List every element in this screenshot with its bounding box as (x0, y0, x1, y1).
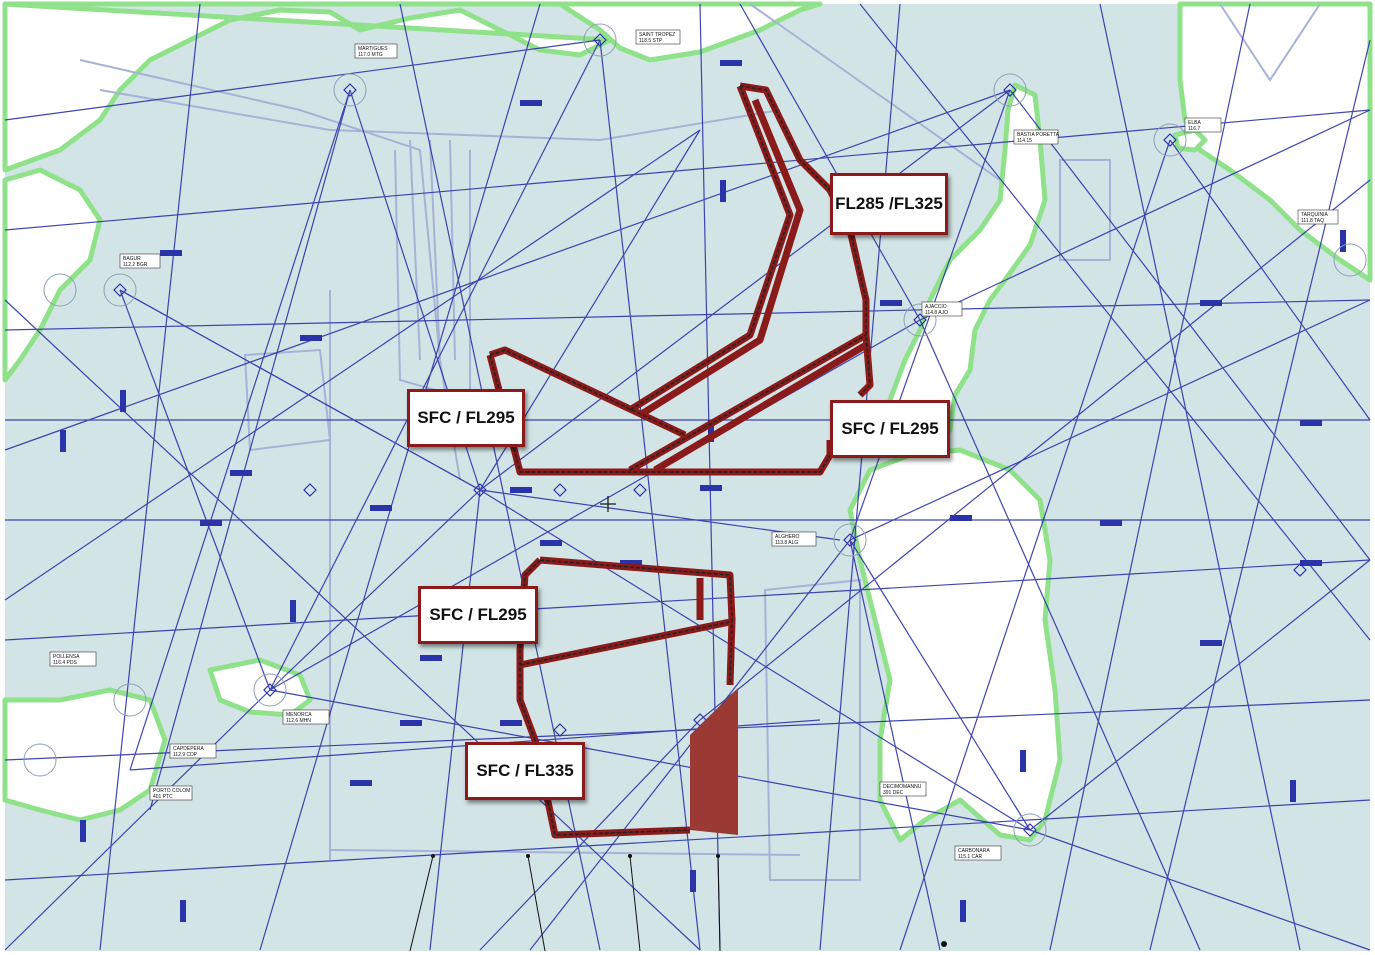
vor-alghero-icon (833, 523, 867, 557)
navaid-name: BAGUR (123, 256, 141, 262)
navaid-name: MARTIGUES (358, 46, 388, 52)
south-lines (409, 855, 721, 952)
vor-carbonara-icon (1013, 813, 1047, 847)
navaid-freq: 118.5 STP (639, 38, 663, 44)
land-sardinia (847, 447, 1063, 843)
vor-capdepera-icon (23, 743, 57, 777)
land-menorca (207, 657, 313, 718)
navaid-name: ELBA (1188, 120, 1201, 126)
navaid-freq: 116.4 PDS (53, 660, 77, 666)
navaid-name: PORTO COLOM (153, 788, 190, 794)
airway-route-labels (60, 60, 1346, 922)
navaid-name: MENORCA (286, 712, 312, 718)
vor-elba-icon (1153, 123, 1187, 157)
land-elba (1172, 127, 1208, 153)
navaid-freq: 117.0 MTG (358, 52, 383, 58)
navaid-freq: 401 PTC (153, 794, 173, 800)
zone-shaded-area (690, 688, 738, 835)
land-france-coast (2, 1, 823, 173)
navaid-freq: 112.6 MHN (286, 718, 311, 724)
navaid-freq: 113.8 ALG (775, 540, 798, 546)
navaid-name: DECIMOMANNU (883, 784, 922, 790)
navaid-name: POLLENSA (53, 654, 80, 660)
navaid-name: SAINT TROPEZ (639, 32, 675, 38)
zone-label-line: FL325 (893, 193, 943, 213)
vor-tarquinia-icon (1333, 243, 1367, 277)
zone-label-line: SFC / FL335 (476, 760, 574, 780)
vor-pollensa-icon (113, 683, 147, 717)
navaid-freq: 391 DEC (883, 790, 904, 796)
vor-menorca-icon (253, 673, 287, 707)
zone-label-line: SFC / FL295 (429, 604, 527, 624)
zone-label-sfc-fl295-west: SFC / FL295 (407, 389, 525, 447)
navaid-freq: 112.9 CDP (173, 752, 198, 758)
vor-bastia-icon (993, 73, 1027, 107)
land-masses (2, 1, 1373, 843)
navaid-freq: 116.7 (1188, 126, 1200, 132)
navaid-freq: 115.1 CAR (958, 854, 982, 860)
vor-stations (23, 23, 1367, 847)
navaid-name: TARQUINIA (1301, 212, 1329, 218)
zone-label-line: SFC / FL295 (417, 407, 515, 427)
navaid-name: AJACCIO (925, 304, 947, 310)
navaid-freq: 112.2 BGR (123, 262, 148, 268)
navaid-name: CARBONARA (958, 848, 990, 854)
zone-label-fl285-fl325: FL285 / FL325 (830, 173, 948, 235)
zone-label-sfc-fl335: SFC / FL335 (465, 742, 585, 800)
navaid-labels: MARTIGUES 117.0 MTG SAINT TROPEZ 118.5 S… (49, 29, 1339, 861)
vor-ajaccio-icon (903, 303, 937, 337)
vor-martigues-icon (333, 73, 367, 107)
zone-label-sfc-fl295-east: SFC / FL295 (830, 400, 950, 458)
zone-label-sfc-fl295-south: SFC / FL295 (418, 586, 538, 644)
navaid-freq: 114.15 (1017, 138, 1032, 144)
vor-bagur-icon (103, 273, 137, 307)
sea-area (5, 4, 1370, 951)
navaid-name: BASTIA PORETTA (1017, 132, 1060, 138)
vor-saint-tropez-icon (583, 23, 617, 57)
crosshair-cursor-icon (600, 496, 616, 512)
navaid-name: ALGHERO (775, 534, 800, 540)
restricted-zones (486, 82, 874, 839)
land-spain (2, 167, 103, 383)
vor-west-icon (43, 273, 77, 307)
zone-label-line: SFC / FL295 (841, 418, 939, 438)
navaid-freq: 114.8 AJO (925, 310, 948, 316)
zone-label-line: FL285 / (835, 193, 894, 213)
navaid-freq: 111.8 TAQ (1301, 218, 1324, 224)
airspace-boundaries (79, 3, 1321, 881)
navaid-name: CAPDEPERA (173, 746, 205, 752)
